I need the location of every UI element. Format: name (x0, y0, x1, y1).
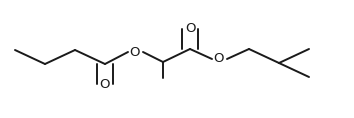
Text: O: O (214, 53, 224, 65)
Text: O: O (130, 46, 140, 59)
Text: O: O (185, 23, 195, 36)
Text: O: O (100, 78, 110, 91)
